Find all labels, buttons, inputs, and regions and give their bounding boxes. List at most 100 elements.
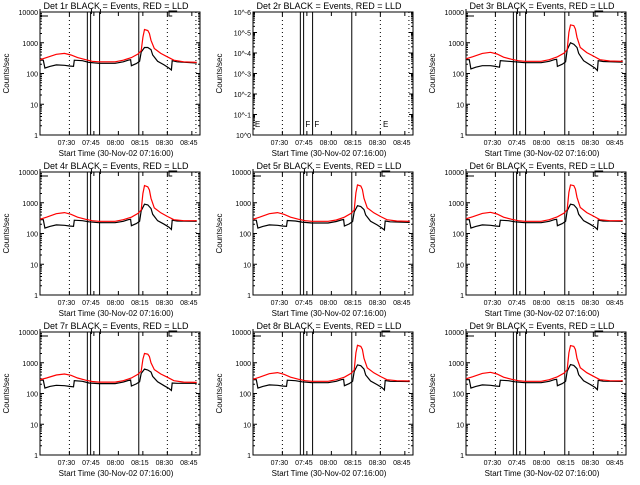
- x-tick-label: 07:45: [508, 140, 526, 147]
- lld-series-line: [39, 352, 197, 383]
- events-series-line: [253, 364, 410, 392]
- x-tick-label: 08:30: [156, 300, 174, 307]
- y-tick-label: 1: [460, 133, 464, 140]
- plot-title: Det 7r BLACK = Events, RED = LLD: [43, 321, 189, 331]
- y-tick-label: 10000: [232, 330, 252, 337]
- x-tick-label: 07:30: [484, 460, 502, 467]
- events-series-line: [466, 363, 623, 392]
- flag-bracket: [465, 9, 474, 17]
- plot-frame: [39, 331, 201, 456]
- x-tick-label: 07:30: [271, 300, 289, 307]
- x-tick-label: 07:30: [484, 300, 502, 307]
- x-axis-label: Start Time (30-Nov-02 07:16:00): [59, 309, 174, 318]
- y-tick-label: 100: [239, 392, 251, 399]
- y-tick-label: 100: [26, 72, 38, 79]
- x-tick-label: 08:30: [582, 140, 600, 147]
- flag-bracket: [39, 169, 48, 177]
- detector-panel: Det 4r BLACK = Events, RED = LLD 1 10 100 10…: [0, 160, 213, 320]
- x-axis-label: Start Time (30-Nov-02 07:16:00): [485, 469, 600, 478]
- plot-svg: Det 4r BLACK = Events, RED = LLD 1 10 100 10…: [2, 161, 201, 318]
- flag-bracket: [594, 10, 604, 17]
- x-axis-label: Start Time (30-Nov-02 07:16:00): [485, 149, 600, 158]
- y-axis-label: Counts/sec: [2, 53, 11, 93]
- y-tick-label: 1: [34, 453, 38, 460]
- plot-svg: Det 5r BLACK = Events, RED = LLD 1 10 100 10…: [215, 161, 414, 318]
- lld-series-line: [465, 184, 623, 222]
- plot-title: Det 4r BLACK = Events, RED = LLD: [43, 161, 189, 171]
- x-axis-label: Start Time (30-Nov-02 07:16:00): [272, 469, 387, 478]
- x-tick-label: 08:00: [320, 300, 338, 307]
- x-tick-label: 08:45: [393, 460, 411, 467]
- lld-series-line: [465, 24, 623, 62]
- x-tick-label: 08:15: [557, 140, 575, 147]
- plot-frame: [465, 11, 627, 136]
- plot-svg: Det 9r BLACK = Events, RED = LLD 1 10 100 10…: [428, 321, 627, 478]
- y-tick-label: 1000: [448, 41, 464, 48]
- x-tick-label: 08:00: [533, 300, 551, 307]
- x-tick-label: 08:15: [131, 460, 149, 467]
- x-tick-label: 08:45: [606, 140, 624, 147]
- plot-svg: Det 2r BLACK = Events, RED = LLD 10^0 10^-…: [215, 1, 414, 158]
- x-tick-label: 08:30: [582, 300, 600, 307]
- lld-series-line: [39, 28, 197, 63]
- flag-bracket: [465, 169, 474, 177]
- lld-series-line: [465, 344, 623, 382]
- plot-title: Det 1r BLACK = Events, RED = LLD: [43, 1, 189, 11]
- events-series-line: [466, 42, 623, 72]
- plot-title: Det 6r BLACK = Events, RED = LLD: [469, 161, 615, 171]
- y-tick-label: 1: [247, 293, 251, 300]
- detector-panel: Det 3r BLACK = Events, RED = LLD 1 10 100 10…: [426, 0, 639, 160]
- y-tick-label: 100: [452, 232, 464, 239]
- x-tick-label: 07:45: [82, 460, 100, 467]
- detector-panel: Det 2r BLACK = Events, RED = LLD 10^0 10^-…: [213, 0, 426, 160]
- x-tick-label: 08:00: [107, 460, 125, 467]
- plot-frame: [465, 331, 627, 456]
- y-tick-label: 10^-2: [234, 92, 251, 99]
- x-tick-label: 07:45: [82, 140, 100, 147]
- lld-series-line: [252, 184, 410, 222]
- x-tick-label: 07:30: [58, 300, 76, 307]
- events-series-line: [253, 204, 410, 232]
- plot-svg: Det 3r BLACK = Events, RED = LLD 1 10 100 10…: [428, 1, 627, 158]
- flag-bracket: [594, 330, 604, 337]
- plot-svg: Det 8r BLACK = Events, RED = LLD 1 10 100 10…: [215, 321, 414, 478]
- x-tick-label: 08:30: [369, 140, 387, 147]
- y-axis-label: Counts/sec: [428, 213, 437, 253]
- x-tick-label: 08:15: [557, 460, 575, 467]
- x-tick-label: 08:45: [180, 460, 198, 467]
- y-tick-label: 10000: [445, 330, 465, 337]
- y-tick-label: 100: [452, 392, 464, 399]
- x-tick-label: 08:00: [107, 140, 125, 147]
- flag-label: E: [383, 120, 388, 129]
- x-tick-label: 07:45: [508, 460, 526, 467]
- x-tick-label: 08:00: [320, 140, 338, 147]
- x-tick-label: 08:15: [131, 140, 149, 147]
- x-tick-label: 07:30: [484, 140, 502, 147]
- plot-svg: Det 1r BLACK = Events, RED = LLD 1 10 100 10…: [2, 1, 201, 158]
- detector-panel: Det 1r BLACK = Events, RED = LLD 1 10 100 10…: [0, 0, 213, 160]
- y-tick-label: 10: [456, 262, 464, 269]
- y-axis-label: Counts/sec: [215, 213, 224, 253]
- plot-title: Det 8r BLACK = Events, RED = LLD: [256, 321, 402, 331]
- x-tick-label: 08:45: [180, 140, 198, 147]
- x-tick-label: 08:15: [344, 140, 362, 147]
- plot-frame: [252, 11, 414, 136]
- flag-bracket: [381, 170, 391, 177]
- x-tick-label: 07:45: [295, 300, 313, 307]
- x-tick-label: 08:30: [369, 460, 387, 467]
- x-tick-label: 07:30: [271, 140, 289, 147]
- y-tick-label: 100: [26, 232, 38, 239]
- y-tick-label: 10000: [445, 170, 465, 177]
- y-tick-label: 1: [460, 293, 464, 300]
- flag-label: E: [255, 120, 260, 129]
- x-axis-label: Start Time (30-Nov-02 07:16:00): [59, 149, 174, 158]
- y-tick-label: 10^-4: [234, 51, 251, 58]
- y-axis-label: Counts/sec: [2, 213, 11, 253]
- x-axis-label: Start Time (30-Nov-02 07:16:00): [272, 149, 387, 158]
- y-tick-label: 10^0: [236, 133, 251, 140]
- detector-panel: Det 7r BLACK = Events, RED = LLD 1 10 100 10…: [0, 320, 213, 480]
- y-tick-label: 10000: [19, 330, 39, 337]
- y-tick-label: 10000: [445, 10, 465, 17]
- flag-bracket: [168, 10, 178, 17]
- x-axis-label: Start Time (30-Nov-02 07:16:00): [59, 469, 174, 478]
